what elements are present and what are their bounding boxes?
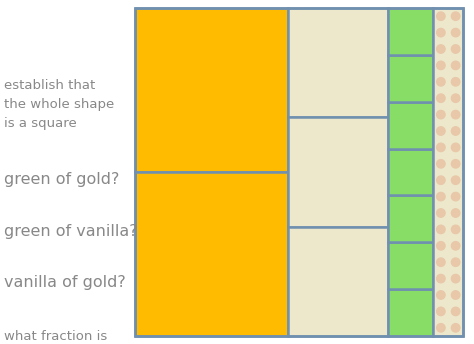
Circle shape <box>437 291 445 299</box>
Circle shape <box>437 12 445 20</box>
Circle shape <box>437 160 445 168</box>
Circle shape <box>437 29 445 37</box>
Bar <box>388 195 434 242</box>
Bar <box>388 102 434 149</box>
Bar <box>388 242 434 289</box>
Bar <box>388 55 434 102</box>
Circle shape <box>451 225 460 234</box>
Circle shape <box>451 258 460 266</box>
Bar <box>288 8 388 117</box>
Circle shape <box>451 127 460 135</box>
Circle shape <box>451 176 460 184</box>
Circle shape <box>451 29 460 37</box>
Circle shape <box>451 61 460 69</box>
Circle shape <box>451 275 460 283</box>
Circle shape <box>437 78 445 86</box>
Bar <box>135 172 288 336</box>
Circle shape <box>451 78 460 86</box>
Circle shape <box>451 192 460 201</box>
Circle shape <box>437 143 445 152</box>
Circle shape <box>437 94 445 103</box>
Bar <box>288 227 388 336</box>
Circle shape <box>451 307 460 315</box>
Circle shape <box>451 94 460 103</box>
Circle shape <box>451 324 460 332</box>
Circle shape <box>437 45 445 53</box>
Bar <box>388 149 434 195</box>
Circle shape <box>451 110 460 119</box>
Circle shape <box>437 275 445 283</box>
Text: vanilla of gold?: vanilla of gold? <box>4 275 126 290</box>
Text: establish that
the whole shape
is a square: establish that the whole shape is a squa… <box>4 79 114 130</box>
Circle shape <box>451 160 460 168</box>
Circle shape <box>437 61 445 69</box>
Circle shape <box>437 241 445 250</box>
Bar <box>288 117 388 227</box>
Circle shape <box>437 176 445 184</box>
Bar <box>388 8 434 55</box>
Bar <box>135 8 463 336</box>
Text: green of vanilla?: green of vanilla? <box>4 224 137 239</box>
Circle shape <box>451 241 460 250</box>
Circle shape <box>451 12 460 20</box>
Circle shape <box>451 209 460 217</box>
Circle shape <box>437 324 445 332</box>
Circle shape <box>437 258 445 266</box>
Bar <box>135 8 288 172</box>
Circle shape <box>437 225 445 234</box>
Text: green of gold?: green of gold? <box>4 172 119 187</box>
Circle shape <box>437 209 445 217</box>
Circle shape <box>451 291 460 299</box>
Bar <box>434 8 463 336</box>
Circle shape <box>437 192 445 201</box>
Circle shape <box>437 307 445 315</box>
Text: what fraction is: what fraction is <box>4 330 107 343</box>
Circle shape <box>451 143 460 152</box>
Circle shape <box>451 45 460 53</box>
Circle shape <box>437 127 445 135</box>
Circle shape <box>437 110 445 119</box>
Bar <box>388 289 434 336</box>
